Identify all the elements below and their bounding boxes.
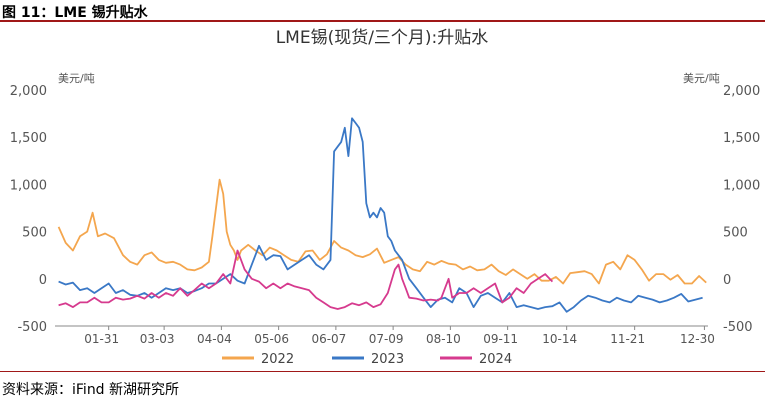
x-tick-label: 11-21 (610, 332, 645, 346)
y-unit-right: 美元/吨 (683, 72, 720, 85)
plot-area (57, 117, 707, 313)
y-tick-left: 0 (39, 273, 47, 288)
source-note: 资料来源：iFind 新湖研究所 (2, 382, 180, 398)
chart-svg: LME锡(现货/三个月):升贴水 美元/吨 美元/吨 -500 0 500 1,000… (10, 28, 760, 367)
legend-label-2022: 2022 (261, 352, 294, 367)
x-tick-label: 01-31 (84, 332, 119, 346)
x-tick-label: 05-06 (254, 332, 289, 346)
x-tick-label: 08-10 (426, 332, 461, 346)
y-tick-right: 2,000 (723, 84, 760, 99)
y-tick-left: 2,000 (10, 84, 47, 99)
y-tick-left: 1,000 (10, 178, 47, 193)
y-unit-left: 美元/吨 (58, 72, 95, 85)
header-rule (0, 20, 765, 22)
series-line-2022 (57, 178, 707, 285)
y-tick-right: -500 (723, 320, 753, 335)
series-line-2023 (58, 117, 703, 313)
y-tick-left: -500 (17, 320, 47, 335)
chart-title: LME锡(现货/三个月):升贴水 (276, 28, 489, 48)
series-line-2024 (58, 249, 554, 310)
legend: 2022 2023 2024 (222, 352, 512, 367)
figure-label: 图 11：LME 锡升贴水 (2, 5, 148, 21)
y-tick-right: 0 (723, 273, 731, 288)
x-tick-label: 03-03 (140, 332, 175, 346)
y-tick-left: 500 (22, 226, 47, 241)
legend-label-2023: 2023 (371, 352, 404, 367)
y-tick-left: 1,500 (10, 131, 47, 146)
x-tick-label: 10-14 (542, 332, 577, 346)
x-axis: 01-31 03-03 04-04 05-06 06-07 07-09 08-10 09-11… (84, 326, 715, 346)
y-tick-right: 500 (723, 226, 748, 241)
x-tick-label: 12-30 (680, 332, 715, 346)
footer-rule (0, 371, 765, 372)
y-axis-right: -500 0 500 1,000 1,500 2,000 (723, 84, 760, 335)
y-tick-right: 1,000 (723, 178, 760, 193)
x-tick-label: 09-11 (483, 332, 518, 346)
y-axis-left: -500 0 500 1,000 1,500 2,000 (10, 84, 47, 335)
legend-label-2024: 2024 (479, 352, 512, 367)
x-tick-label: 06-07 (311, 332, 346, 346)
x-tick-label: 07-09 (369, 332, 404, 346)
figure-header: 图 11：LME 锡升贴水 (0, 0, 765, 22)
x-tick-label: 04-04 (197, 332, 232, 346)
y-tick-right: 1,500 (723, 131, 760, 146)
